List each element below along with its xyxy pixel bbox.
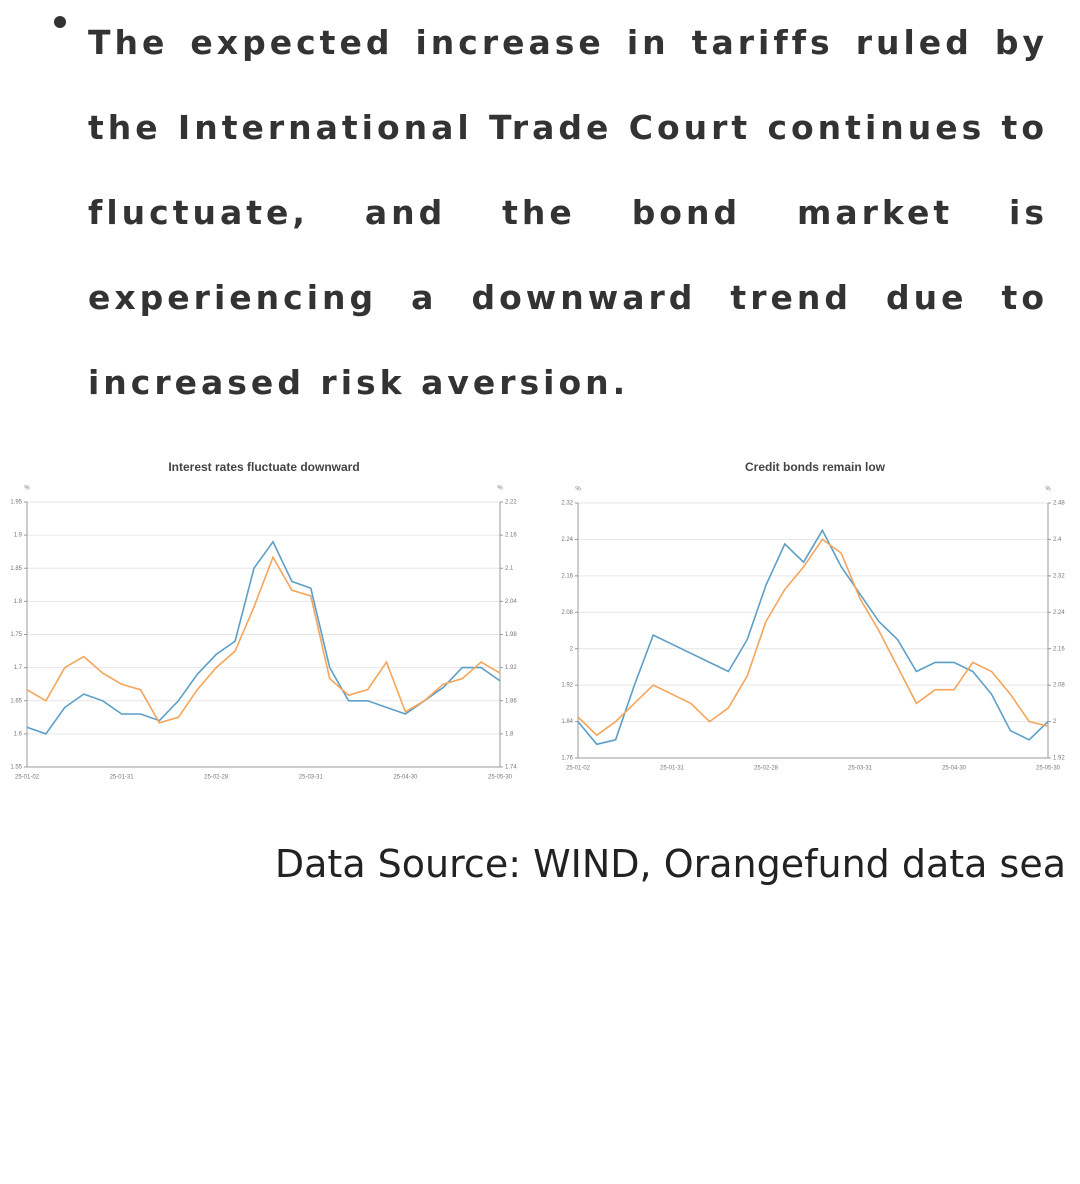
y-tick-label: 1.84 (561, 719, 573, 725)
y-tick-label: 1.65 (10, 698, 22, 704)
y-axis-unit: % (24, 486, 30, 492)
x-tick-label: 25-01-31 (110, 775, 135, 781)
y-axis-unit: % (575, 487, 581, 493)
y-tick-label: 2.32 (561, 501, 573, 507)
y2-tick-label: 1.92 (505, 665, 517, 671)
x-tick-label: 25-05-30 (1036, 766, 1061, 772)
y-tick-label: 1.9 (14, 533, 23, 539)
data-source: Data Source: WIND, Orangefund data sea (274, 842, 1066, 886)
y-tick-label: 1.76 (561, 756, 573, 762)
y2-tick-label: 2.48 (1053, 501, 1065, 507)
y2-tick-label: 2.24 (1053, 610, 1065, 616)
y2-tick-label: 1.92 (1053, 756, 1065, 762)
x-tick-label: 25-03-31 (299, 775, 324, 781)
y2-tick-label: 2.1 (505, 566, 514, 572)
x-tick-label: 25-04-30 (393, 775, 418, 781)
y-tick-label: 1.55 (10, 765, 22, 771)
y2-axis-unit: % (1045, 487, 1051, 493)
y-tick-label: 2 (570, 646, 574, 652)
charts: Interest rates fluctuate downward% % 1.55 1… (10, 460, 1065, 781)
x-tick-label: 25-02-28 (204, 775, 229, 781)
chart-title: Interest rates fluctuate downward (168, 460, 359, 474)
y2-tick-label: 1.86 (505, 698, 517, 704)
x-tick-label: 25-05-30 (488, 775, 513, 781)
y-tick-label: 2.16 (561, 573, 573, 579)
x-tick-label: 25-01-31 (660, 766, 685, 772)
y2-tick-label: 2.32 (1053, 573, 1065, 579)
y2-axis-unit: % (497, 486, 503, 492)
series-line (577, 538, 1049, 737)
y2-tick-label: 1.8 (505, 731, 514, 737)
y-tick-label: 1.6 (14, 731, 23, 737)
y-tick-label: 1.75 (10, 632, 22, 638)
x-tick-label: 25-04-30 (942, 766, 967, 772)
y-tick-label: 1.7 (14, 665, 23, 671)
y-tick-label: 2.24 (561, 537, 573, 543)
y2-tick-label: 2.04 (505, 599, 517, 605)
bullet-dot (54, 16, 66, 28)
y2-tick-label: 2.4 (1053, 537, 1062, 543)
y-tick-label: 2.08 (561, 610, 573, 616)
x-tick-label: 25-01-02 (15, 775, 40, 781)
y2-tick-label: 2 (1053, 719, 1057, 725)
series-line (26, 540, 501, 735)
y-tick-label: 1.8 (14, 599, 23, 605)
x-tick-label: 25-02-28 (754, 766, 779, 772)
y-tick-label: 1.95 (10, 500, 22, 506)
x-tick-label: 25-01-02 (566, 766, 591, 772)
series-line (26, 555, 501, 724)
y2-tick-label: 1.74 (505, 765, 517, 771)
chart-title: Credit bonds remain low (745, 460, 886, 474)
y2-tick-label: 2.16 (505, 533, 517, 539)
y2-tick-label: 2.16 (1053, 646, 1065, 652)
y-tick-label: 1.92 (561, 683, 573, 689)
series-line (577, 528, 1049, 746)
x-tick-label: 25-03-31 (848, 766, 873, 772)
y2-tick-label: 2.08 (1053, 683, 1065, 689)
bullet-text: The expected increase in tariffs ruled b… (88, 23, 1048, 402)
y-tick-label: 1.85 (10, 566, 22, 572)
y2-tick-label: 1.98 (505, 632, 517, 638)
y2-tick-label: 2.22 (505, 500, 517, 506)
